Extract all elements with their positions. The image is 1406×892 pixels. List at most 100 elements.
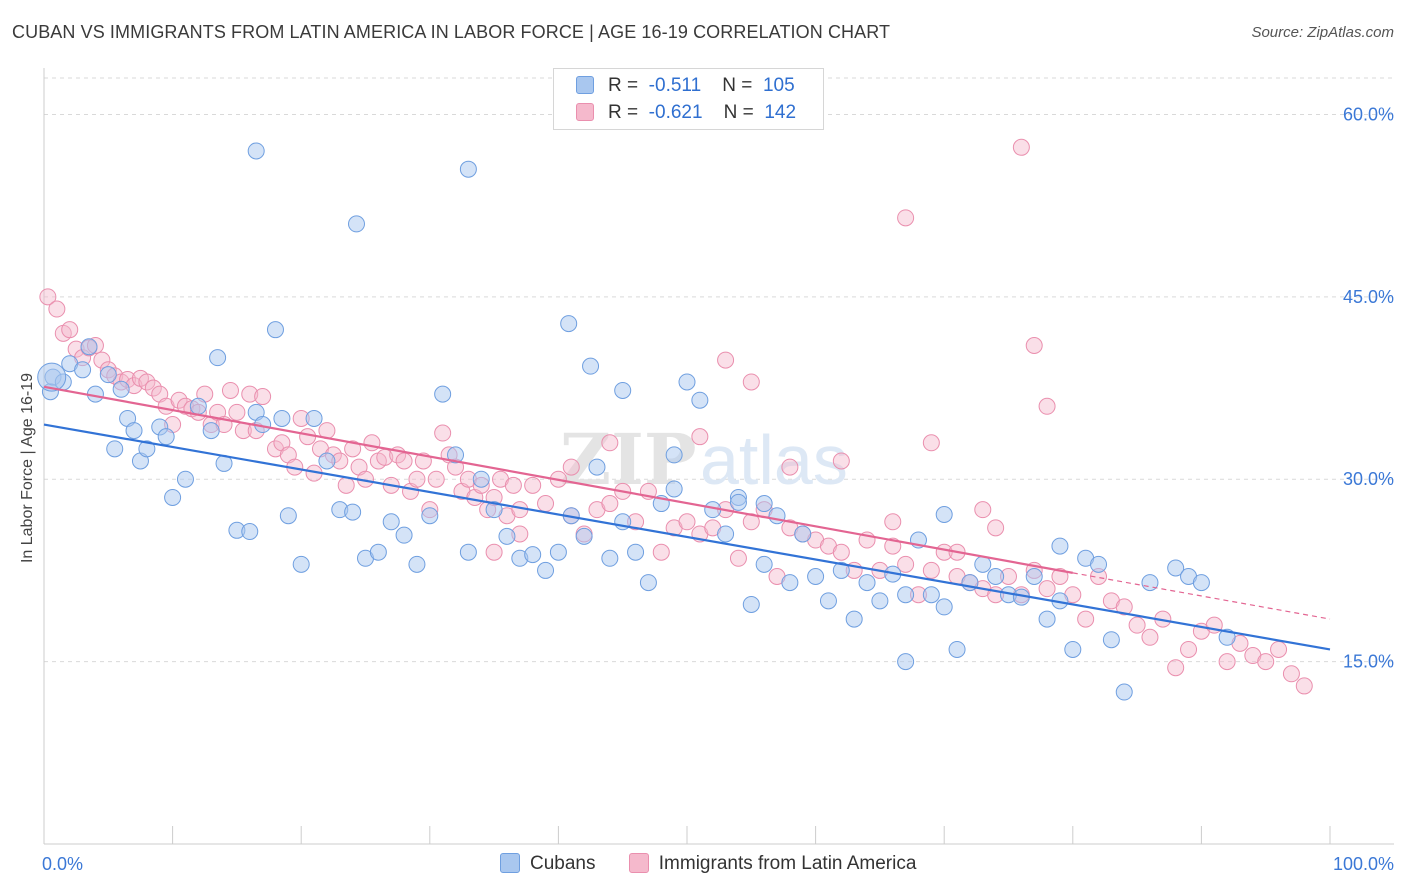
cubans-point — [1051, 537, 1069, 555]
cubans-point — [292, 555, 310, 573]
cubans-point — [273, 409, 291, 427]
latam-point — [1051, 568, 1069, 586]
legend-item-latam[interactable]: Immigrants from Latin America — [628, 853, 917, 875]
cubans-point — [717, 525, 735, 543]
cubans-point — [794, 525, 812, 543]
cubans-point — [279, 507, 297, 525]
cubans-point — [549, 543, 567, 561]
cubans-point — [858, 574, 876, 592]
correlation-legend: R = -0.511 N = 105 R = -0.621 N = 142 — [553, 68, 824, 130]
legend-label-latam: Immigrants from Latin America — [658, 853, 917, 874]
cubans-point — [742, 595, 760, 613]
cubans-point — [614, 381, 632, 399]
latam-point — [884, 513, 902, 531]
latam-point — [39, 288, 57, 306]
cubans-point — [74, 361, 92, 379]
latam-point — [987, 519, 1005, 537]
cubans-point — [1102, 631, 1120, 649]
cubans-point — [781, 574, 799, 592]
latam-point — [601, 495, 619, 513]
cubans-point — [639, 574, 657, 592]
cubans-point — [627, 543, 645, 561]
cubans-point — [459, 160, 477, 178]
latam-point — [485, 543, 503, 561]
cubans-point — [189, 397, 207, 415]
cubans-point — [434, 385, 452, 403]
latam-point — [434, 424, 452, 442]
latam-point — [1038, 397, 1056, 415]
cubans-point — [575, 527, 593, 545]
cubans-point — [1025, 568, 1043, 586]
latam-point — [299, 428, 317, 446]
latam-point — [363, 434, 381, 452]
latam-point — [781, 458, 799, 476]
latam-point — [562, 458, 580, 476]
latam-point — [408, 470, 426, 488]
legend-row-latam: R = -0.621 N = 142 — [576, 102, 796, 126]
cubans-point — [897, 586, 915, 604]
latam-point — [1282, 665, 1300, 683]
latam-point — [897, 555, 915, 573]
latam-point — [61, 321, 79, 339]
latam-point — [1038, 580, 1056, 598]
cubans-point — [125, 422, 143, 440]
cubans-point — [447, 446, 465, 464]
trend-lines — [43, 385, 1331, 651]
series-legend: Cubans Immigrants from Latin America — [500, 853, 944, 875]
y-axis-label: In Labor Force | Age 16-19 — [19, 372, 36, 564]
x-tick-labels: 0.0% 100.0% — [42, 854, 1394, 874]
cubans-point — [347, 215, 365, 233]
cubans-point — [819, 592, 837, 610]
chart-title: CUBAN VS IMMIGRANTS FROM LATIN AMERICA I… — [12, 22, 891, 42]
cubans-point-large — [37, 362, 67, 392]
latam-point — [832, 543, 850, 561]
cubans-legend-swatch — [500, 853, 520, 873]
r-value-cubans: -0.511 — [648, 75, 702, 96]
cubans-point — [1167, 559, 1185, 577]
latam-point — [228, 403, 246, 421]
cubans-point — [1218, 628, 1236, 646]
latam-point — [1141, 628, 1159, 646]
cubans-point — [871, 592, 889, 610]
cubans-point — [382, 513, 400, 531]
cubans-point — [755, 555, 773, 573]
latam-point — [717, 351, 735, 369]
latam-point — [1012, 138, 1030, 156]
n-label: N = — [722, 75, 753, 96]
cubans-point — [524, 546, 542, 564]
cubans-point — [1090, 555, 1108, 573]
cubans-point — [588, 458, 606, 476]
cubans-point — [987, 568, 1005, 586]
latam-swatch — [576, 103, 594, 121]
latam-point — [974, 501, 992, 519]
legend-row-cubans: R = -0.511 N = 105 — [576, 75, 795, 99]
latam-point — [832, 452, 850, 470]
n-value-cubans: 105 — [762, 75, 795, 96]
cubans-point — [1064, 640, 1082, 658]
latam-point — [337, 476, 355, 494]
cubans-point — [209, 349, 227, 367]
cubans-point — [1115, 683, 1133, 701]
latam-point — [1128, 616, 1146, 634]
legend-item-cubans[interactable]: Cubans — [500, 853, 596, 875]
cubans-point — [459, 543, 477, 561]
latam-point — [48, 300, 66, 318]
x-tick-label: 100.0% — [1333, 854, 1394, 874]
r-value-latam: -0.621 — [648, 102, 703, 123]
cubans-point — [897, 653, 915, 671]
cubans-point — [807, 568, 825, 586]
cubans-point — [305, 409, 323, 427]
latam-point — [1115, 598, 1133, 616]
n-label: N = — [723, 102, 754, 123]
latam-point — [1295, 677, 1313, 695]
latam-point — [922, 434, 940, 452]
cubans-point — [832, 561, 850, 579]
cubans-point — [582, 357, 600, 375]
cubans-point — [344, 503, 362, 521]
latam-legend-swatch — [628, 853, 649, 873]
cubans-point — [408, 555, 426, 573]
latam-point — [524, 476, 542, 494]
cubans-point — [935, 505, 953, 523]
latam-point — [601, 434, 619, 452]
